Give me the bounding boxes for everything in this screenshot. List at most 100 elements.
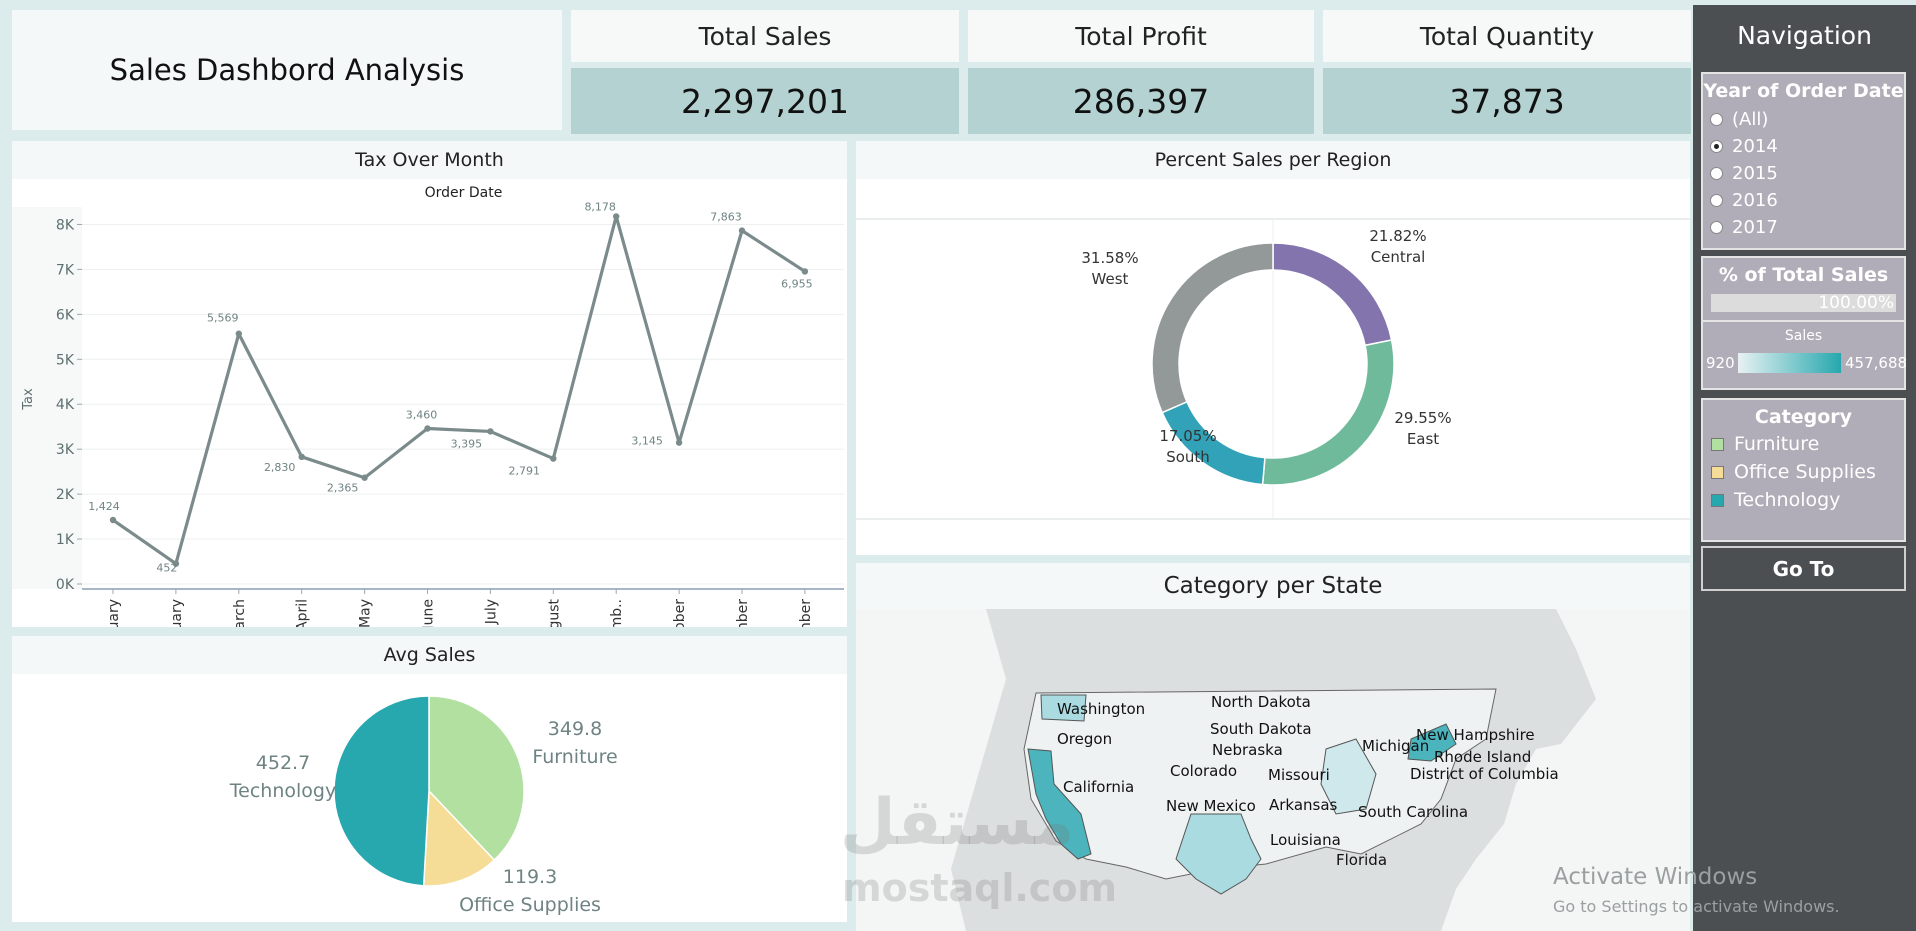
radio-icon[interactable]	[1710, 221, 1723, 234]
year-option-label: (All)	[1732, 109, 1769, 130]
state-label: Arkansas	[1269, 796, 1338, 814]
activate-windows-title: Activate Windows	[1553, 864, 1758, 890]
go-to-button[interactable]: Go To	[1701, 546, 1906, 591]
tax-value-label: 7,863	[710, 211, 742, 224]
x-tick-label: March	[232, 599, 248, 627]
category-legend-item[interactable]: Office Supplies	[1703, 458, 1904, 486]
category-legend-title: Category	[1754, 406, 1853, 428]
tax-value-label: 2,830	[264, 461, 296, 474]
category-items: Furniture Office Supplies Technology	[1703, 430, 1904, 514]
donut-header-row	[856, 179, 1690, 217]
title-panel: Sales Dashbord Analysis	[12, 10, 562, 130]
y-tick-label: 6K	[56, 307, 75, 323]
state-label: New Mexico	[1166, 797, 1256, 815]
year-options: (All) 2014 2015 2016 2017	[1703, 106, 1904, 241]
texas-shape	[1175, 813, 1262, 895]
year-option[interactable]: (All)	[1703, 106, 1904, 133]
sales-color-legend: Sales 920 457,688	[1701, 322, 1908, 390]
tax-value-label: 2,365	[327, 482, 359, 495]
radio-icon[interactable]	[1710, 113, 1723, 126]
state-label: California	[1063, 778, 1134, 796]
pct-total-sales: % of Total Sales 100.00%	[1701, 256, 1906, 322]
category-label: Furniture	[1734, 433, 1820, 455]
tax-value-label: 3,145	[631, 435, 663, 448]
washington-shape	[1040, 694, 1087, 722]
radio-icon[interactable]	[1710, 167, 1723, 180]
navigation-title: Navigation	[1737, 21, 1872, 50]
category-legend-item[interactable]: Furniture	[1703, 430, 1904, 458]
navigation-sidebar: Navigation Year of Order Date (All) 2014 2…	[1693, 5, 1916, 931]
tax-point[interactable]	[109, 516, 117, 524]
year-option-label: 2014	[1732, 136, 1778, 157]
donut-slice-east[interactable]	[1261, 339, 1395, 486]
pie-slice-office-supplies[interactable]	[422, 789, 496, 887]
us-map[interactable]: Washington North Dakota South Dakota Oregon…	[856, 609, 1690, 931]
year-option[interactable]: 2016	[1703, 187, 1904, 214]
tax-point[interactable]	[361, 474, 368, 481]
radio-icon[interactable]	[1710, 194, 1723, 207]
donut-pct-label: 21.82%	[1369, 227, 1426, 245]
kpi-total-quantity: Total Quantity 37,873	[1323, 10, 1691, 134]
pct-total-bar: 100.00%	[1711, 294, 1896, 312]
pie-category-label: Office Supplies	[459, 894, 601, 916]
order-date-header: Order Date	[424, 185, 503, 201]
avg-chart-title: Avg Sales	[12, 636, 847, 674]
kpi-total-profit: Total Profit 286,397	[968, 10, 1314, 134]
tax-value-label: 3,395	[451, 437, 483, 450]
region-chart-title: Percent Sales per Region	[856, 141, 1690, 179]
y-tick-label: 0K	[56, 577, 75, 593]
sales-legend-max: 457,688	[1845, 354, 1908, 372]
radio-icon[interactable]	[1710, 140, 1723, 153]
tax-point[interactable]	[424, 425, 431, 432]
x-tick-label: October	[672, 599, 688, 627]
kpi-title: Total Quantity	[1323, 10, 1691, 62]
x-tick-label: December	[798, 599, 814, 627]
year-option[interactable]: 2015	[1703, 160, 1904, 187]
y-tick-label: 4K	[56, 397, 75, 413]
pie-slice-furniture[interactable]	[428, 695, 525, 862]
tax-line-chart[interactable]: Tax 0K 1K 2K 3K 4K 5K 6K 7K 8K 1,424 January 452 Febr…	[12, 179, 847, 627]
y-tick-label: 8K	[56, 217, 75, 233]
region-donut-chart[interactable]: 21.82% Central 29.55% East 17.05% South 31.58%…	[856, 179, 1690, 555]
tax-point[interactable]	[613, 213, 620, 220]
kpi-total-sales: Total Sales 2,297,201	[571, 10, 959, 134]
donut-pct-label: 17.05%	[1159, 427, 1216, 445]
avg-sales-pie-chart[interactable]: 349.8 Furniture 119.3 Office Supplies 452.7 T…	[12, 674, 847, 922]
mostaql-watermark-latin: mostaql.com	[842, 866, 1118, 910]
pct-total-value: 100.00%	[1818, 293, 1894, 313]
y-tick-label: 2K	[56, 487, 75, 503]
new-york-shape	[1407, 723, 1457, 762]
tax-series-line	[112, 214, 806, 566]
pie-category-label: Furniture	[532, 746, 617, 768]
y-tick-label: 3K	[56, 442, 75, 458]
year-option[interactable]: 2014	[1703, 133, 1904, 160]
tax-point[interactable]	[172, 560, 180, 567]
tax-point[interactable]	[298, 453, 305, 461]
tax-point[interactable]	[487, 428, 494, 435]
tax-value-label: 8,178	[584, 200, 616, 213]
pie-slice-technology[interactable]	[333, 695, 430, 887]
x-tick-label: Septemb..	[609, 599, 625, 627]
category-legend-item[interactable]: Technology	[1703, 486, 1904, 514]
tax-point[interactable]	[738, 227, 746, 234]
region-panel: Percent Sales per Region 21.82% Central 29…	[856, 141, 1690, 555]
tax-point[interactable]	[801, 268, 809, 275]
state-label: Missouri	[1268, 766, 1330, 784]
tax-point[interactable]	[675, 439, 683, 446]
state-label: South Dakota	[1210, 720, 1312, 738]
avg-sales-panel: Avg Sales 349.8 Furniture 119.3 Office Supp…	[12, 636, 847, 922]
tax-point[interactable]	[550, 455, 557, 462]
year-option[interactable]: 2017	[1703, 214, 1904, 241]
tax-point[interactable]	[235, 330, 242, 337]
donut-region-label: East	[1407, 430, 1439, 448]
california-shape	[1027, 748, 1092, 860]
year-option-label: 2015	[1732, 163, 1778, 184]
x-tick-label: August	[546, 598, 562, 627]
sales-legend-gradient	[1738, 353, 1841, 373]
pie-category-label: Technology	[229, 780, 336, 802]
us-states	[1023, 688, 1497, 880]
tax-value-label: 5,569	[207, 312, 239, 325]
donut-slice-west[interactable]	[1151, 242, 1274, 414]
state-label: Washington	[1057, 700, 1145, 718]
state-label: Florida	[1336, 851, 1387, 869]
